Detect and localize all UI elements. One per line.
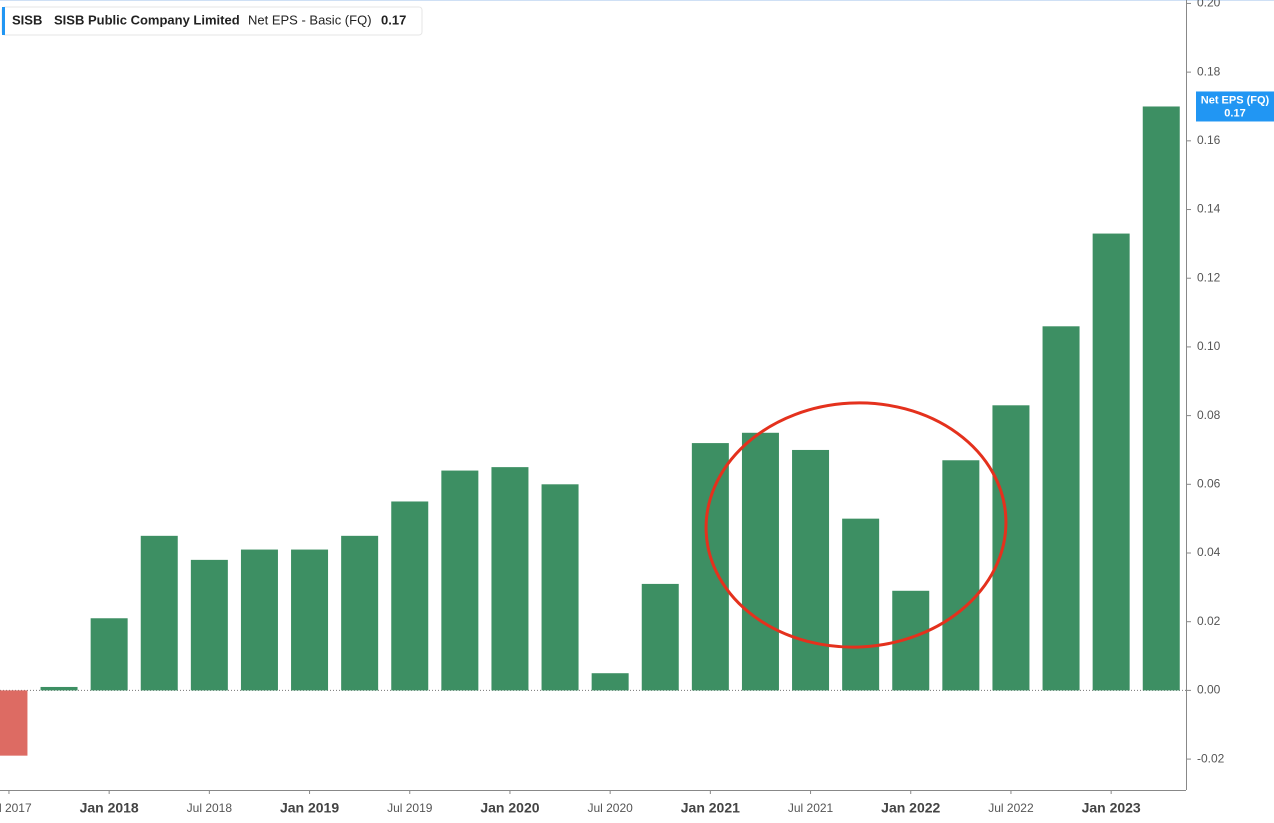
bar (942, 460, 980, 691)
x-tick-label: Jul 2019 (387, 801, 433, 815)
company: SISB Public Company Limited (54, 12, 240, 27)
y-tick-label: 0.10 (1197, 339, 1221, 353)
bar (1092, 233, 1130, 691)
bar (641, 583, 679, 691)
y-tick-label: 0.08 (1197, 408, 1221, 422)
bar (1142, 106, 1180, 691)
bar (491, 467, 529, 691)
x-tick-label: Jul 2022 (988, 801, 1034, 815)
bar (591, 673, 629, 691)
highlight-circle (704, 401, 1008, 649)
x-tick-label: Jul 2017 (0, 801, 32, 815)
y-tick-label: 0.12 (1197, 270, 1221, 284)
symbol: SISB (12, 12, 42, 27)
bar (1042, 326, 1080, 691)
bar (691, 443, 729, 691)
y-tick-label: 0.02 (1197, 614, 1221, 628)
y-tick-label: 0.16 (1197, 133, 1221, 147)
y-tick-label: 0.06 (1197, 476, 1221, 490)
bar (842, 518, 880, 691)
x-tick-label: Jul 2021 (788, 801, 834, 815)
bar (441, 470, 479, 691)
x-tick-label: Jan 2022 (881, 800, 940, 816)
y-tick-label: 0.20 (1197, 0, 1221, 10)
x-tick-label: Jan 2019 (280, 800, 339, 816)
bar (341, 535, 379, 691)
badge-label: Net EPS (FQ) (1201, 94, 1270, 106)
bar (391, 501, 429, 691)
plot-area: 0.20 0.18 0.16 0.14 0.12 0.10 0.08 0.06 0.04 0.02… (0, 0, 1225, 816)
bar (140, 535, 178, 691)
y-tick-label: 0.14 (1197, 202, 1221, 216)
bar (240, 549, 278, 691)
x-tick-label: Jan 2023 (1082, 800, 1141, 816)
y-tick-label: 0.04 (1197, 545, 1221, 559)
indicator: Net EPS - Basic (FQ) (248, 12, 372, 27)
legend-accent (2, 7, 5, 35)
bar (992, 405, 1030, 691)
last-value: 0.17 (381, 12, 406, 27)
bar (0, 690, 28, 756)
bar (541, 484, 579, 691)
y-tick-label: 0.00 (1197, 683, 1221, 697)
x-tick-label: Jan 2021 (681, 800, 740, 816)
bar (741, 432, 779, 691)
bar (792, 449, 830, 691)
bar (291, 549, 329, 691)
y-tick-label: 0.18 (1197, 64, 1221, 78)
y-tick-label: -0.02 (1197, 751, 1225, 765)
x-tick-label: Jul 2020 (587, 801, 633, 815)
bar (190, 559, 228, 691)
legend-box: SISB SISB Public Company Limited Net EPS… (1, 6, 423, 36)
badge-value: 0.17 (1224, 107, 1245, 119)
bar (40, 686, 78, 691)
bar (90, 618, 128, 691)
x-tick-label: Jan 2018 (80, 800, 139, 816)
x-tick-label: Jan 2020 (480, 800, 539, 816)
x-tick-label: Jul 2018 (187, 801, 233, 815)
value-badge (1196, 91, 1274, 122)
